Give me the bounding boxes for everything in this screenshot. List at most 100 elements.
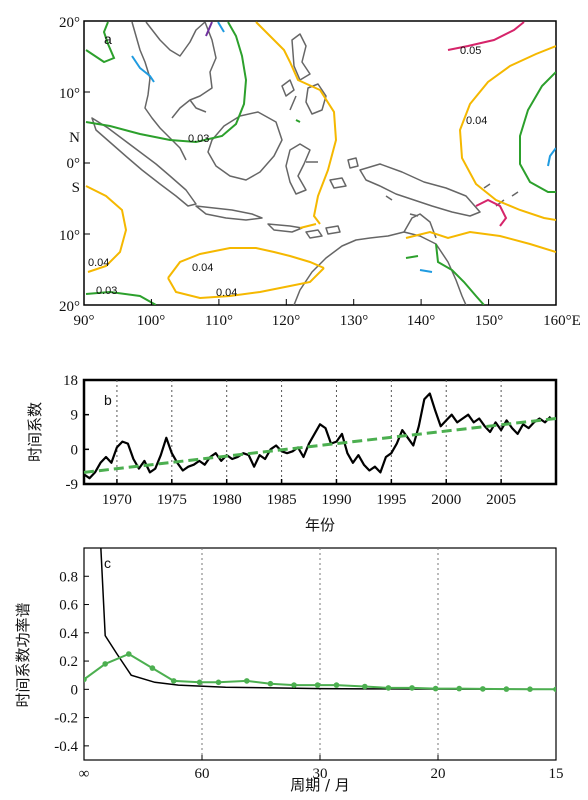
panel-c-green-point	[527, 686, 533, 692]
panel-c-spectrum: ∞ 60 30 20 15 -0.4 -0.2 0 0.2 0.4 0.6 0.8 c 时间系数功率…	[14, 547, 564, 794]
panel-label-b: b	[104, 392, 112, 408]
panel-c-green-point	[456, 685, 463, 692]
panel-c-green-point	[102, 661, 108, 667]
panel-c-green-point	[170, 678, 177, 684]
panel-c-x-tick: 30	[313, 766, 328, 782]
contour-orange-3	[85, 185, 128, 273]
contour-labels: 0.05 0.04 0.03 0.04 0.03 0.04 0.04	[88, 45, 487, 299]
panel-c-y-tick: -0.2	[54, 711, 78, 727]
contour-orange-6	[405, 230, 556, 253]
panel-c-green-point	[149, 665, 156, 671]
contour-label: 0.03	[96, 285, 117, 297]
map-x-tick: 140°	[407, 313, 436, 329]
contour-magenta-1	[447, 21, 525, 51]
panel-c-series	[84, 548, 556, 693]
panel-c-green-point	[84, 676, 87, 683]
contour-label: 0.04	[192, 262, 213, 274]
panel-b-x-tick: 2005	[486, 492, 516, 508]
panel-c-green-point	[244, 678, 250, 684]
panel-c-y-tick: 0.8	[59, 569, 78, 585]
contour-blue-3	[419, 269, 433, 273]
contour-blue-2	[547, 147, 556, 167]
map-y-tick: 20°	[59, 15, 80, 31]
map-x-tick: 130°	[340, 313, 369, 329]
contour-label: 0.04	[216, 287, 237, 299]
panel-b-y-tick: -9	[66, 477, 79, 493]
contours	[85, 21, 556, 305]
map-x-tick: 160°E	[543, 313, 581, 329]
panel-b-x-tick: 1970	[102, 492, 132, 508]
panel-c-gridlines	[201, 548, 439, 760]
panel-c-green-point	[314, 682, 321, 688]
map-content: 0.05 0.04 0.03 0.04 0.03 0.04 0.04	[85, 21, 556, 305]
map-x-tick: 150°	[475, 313, 504, 329]
panel-b-y-tick: 9	[71, 408, 79, 424]
panel-b-x-tick: 1995	[376, 492, 406, 508]
panel-a-map: 0.05 0.04 0.03 0.04 0.03 0.04 0.04 a 20°…	[59, 15, 581, 329]
panel-c-y-tick: 0.6	[59, 598, 78, 614]
panel-c-green-point	[126, 651, 132, 657]
panel-b-x-axis: 1970 1975 1980 1985 1990 1995 2000 2005	[102, 479, 516, 508]
panel-b-x-tick: 1975	[157, 492, 187, 508]
panel-label-a: a	[104, 31, 112, 47]
panel-c-x-tick: 20	[431, 766, 446, 782]
contour-green-2	[85, 21, 248, 144]
coastlines	[91, 21, 519, 305]
panel-c-green-point	[480, 686, 486, 692]
panel-c-green-point	[267, 680, 274, 687]
contour-green-1	[85, 21, 116, 64]
panel-c-xlabel: 周期 / 月	[290, 776, 350, 794]
panel-b-frame	[82, 378, 558, 486]
panel-c-ylabel: 时间系数功率谱	[14, 602, 32, 707]
panel-c-x-tick: 60	[195, 766, 210, 782]
panel-b-series	[83, 392, 557, 480]
map-y-tick: 10°	[59, 86, 80, 102]
contour-orange-1	[255, 21, 338, 225]
panel-c-green-point	[409, 685, 415, 691]
panel-c-black-line	[100, 548, 556, 690]
contour-orange-2	[458, 45, 556, 221]
panel-c-y-tick: 0.4	[59, 626, 78, 642]
contour-purple-1	[205, 21, 213, 37]
panel-c-green-point	[196, 679, 203, 686]
contour-blue-1	[131, 55, 155, 83]
panel-b-trend-line	[83, 417, 557, 474]
map-x-tick: 120°	[272, 313, 301, 329]
map-x-axis: 90° 100° 110° 120° 130° 140° 150° 160°E	[74, 299, 581, 329]
panel-b-x-tick: 1980	[212, 492, 242, 508]
map-frame	[83, 20, 557, 306]
panel-c-green-point	[432, 685, 439, 692]
panel-c-x-tick: ∞	[79, 766, 90, 782]
contour-orange-5	[167, 267, 325, 300]
contour-green-5	[405, 243, 485, 305]
contour-label: 0.04	[466, 115, 487, 127]
panel-b-x-tick: 1985	[267, 492, 297, 508]
contour-orange-4	[167, 247, 325, 279]
panel-b-xlabel: 年份	[305, 516, 335, 534]
contour-blue-4	[217, 21, 225, 33]
panel-b-x-tick: 1990	[321, 492, 351, 508]
panel-label-c: c	[104, 555, 111, 571]
panel-c-green-point	[503, 686, 510, 692]
panel-c-y-tick: 0.2	[59, 654, 78, 670]
contour-magenta-2	[475, 198, 508, 227]
panel-b-y-axis: -9 0 9 18	[63, 373, 89, 493]
panel-c-green-point	[362, 683, 368, 690]
map-y-tick: 0°	[67, 156, 81, 172]
panel-c-green-point	[333, 682, 340, 688]
panel-b-timeseries: 1970 1975 1980 1985 1990 1995 2000 2005 -90918 …	[26, 373, 558, 534]
panel-b-x-tick: 2000	[431, 492, 461, 508]
map-y-tick: S	[72, 180, 80, 196]
panel-b-y-tick: 18	[63, 373, 78, 389]
map-y-axis: 20° 10° N 0° S 10° 20°	[59, 15, 90, 315]
map-x-tick: 110°	[205, 313, 233, 329]
panel-b-ylabel: 时间系数	[26, 402, 44, 462]
panel-c-y-tick: 0	[71, 682, 79, 698]
panel-c-green-point	[553, 686, 556, 693]
panel-c-green-point	[385, 685, 392, 691]
contour-label: 0.03	[188, 133, 209, 145]
contour-green-3	[519, 71, 556, 193]
panel-c-y-axis: -0.4 -0.2 0 0.2 0.4 0.6 0.8	[54, 569, 89, 755]
map-y-tick: N	[69, 130, 80, 146]
